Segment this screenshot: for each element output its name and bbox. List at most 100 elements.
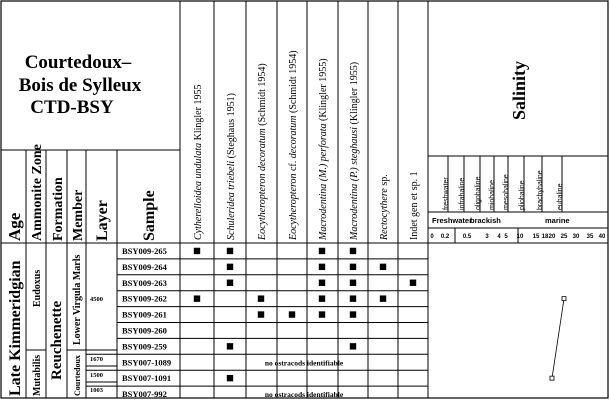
salinity-class-label: brachyhaline [537,170,544,210]
salinity-point [549,375,555,381]
ammonite-zone-header: Ammonite Zone [30,144,45,241]
species-header: Eocytheropteron decoratum (Schmidt 1954) [257,63,268,241]
salinity-group-label: Freshwater [432,216,472,225]
presence-marker [349,263,357,271]
presence-marker [379,263,387,271]
salinity-curve [549,296,567,381]
zone-eudoxus-label: Eudoxus [32,270,43,307]
salinity-point [561,296,567,302]
species-epithet: decoratum [288,115,299,158]
presence-marker [257,311,265,318]
sample-id: BSY009-260 [122,325,167,335]
sample-id: BSY009-263 [122,278,167,288]
presence-marker [226,374,234,382]
species-author: (Steghaus 1951) [226,93,237,161]
row-note: no ostracods identifiable [265,358,344,367]
layer-value: 1500 [90,372,103,379]
salinity-tick-label: 15 [533,234,540,240]
presence-marker [318,311,326,318]
species-genus: Eocytheropteron decoratum [257,128,268,241]
sample-id: BSY007-1089 [122,357,171,367]
presence-marker [318,295,326,302]
salinity-class-labels: freshwater infrahaline oligohaline miohalin… [432,156,570,225]
salinity-tick-label: 35 [587,234,594,240]
sample-id: BSY009-265 [122,246,167,256]
salinity-class-label: miohaline [489,180,496,210]
sample-id: BSY007-992 [122,389,167,399]
species-author: Klingler 1955 [193,85,204,143]
layer-value: 1670 [90,356,103,363]
formation-header: Formation [51,177,66,241]
species-header: Rectocythere sp. [379,174,390,241]
salinity-class-label: infrahaline [459,178,466,210]
species-header: Schuleridea triebeli (Steghaus 1951) [226,93,237,240]
salinity-tick-label: 10 [517,234,524,240]
sample-header: Sample [141,190,158,241]
layer-value: 1003 [90,387,104,394]
presence-marker [409,279,417,286]
salinity-tick-label: 40 [599,234,606,240]
title-line-3: CTD-BSY [30,97,114,118]
salinity-tick-label: 0 [430,234,434,240]
layer-value: 4500 [90,296,103,303]
salinity-tick-label: 5 [504,234,508,240]
species-headers: Cytherelloidea undulata Klingler 1955 Sch… [193,50,420,241]
salinity-class-label: euhaline [557,183,564,210]
species-genus: Macrodentina (P.) steghausi [349,127,360,241]
sample-id: BSY009-262 [122,294,167,304]
presence-marker [288,311,296,318]
salinity-group-label: brackish [470,216,501,225]
row-note: no ostracods identifiable [265,390,344,399]
age-header: Age [5,212,24,241]
age-label: Late Kimmeridgian [7,260,24,396]
species-header: Macrodentina (P.) steghausi (Klingler 19… [349,62,360,241]
presence-marker [226,343,234,350]
presence-marker [257,295,265,302]
salinity-class-label: mesohaline [503,174,510,210]
species-author: sp. [379,174,390,188]
sample-id: BSY009-264 [122,262,168,272]
species-author: (Schmidt 1954) [288,50,299,115]
salinity-tick-label: 18 [542,234,549,240]
column-headers: Age [5,212,24,241]
presence-marker [193,295,201,302]
species-header: Indet gen et sp. 1 [409,171,420,240]
presence-marker [349,247,357,255]
presence-marker [349,295,357,302]
title-line-2: Bois de Sylleux [19,75,142,96]
stratigraphy-labels: Late Kimmeridgian Eudoxus Mutabilis Reuc… [7,255,83,396]
presence-marker [349,311,357,318]
presence-marker [226,279,234,286]
species-header: Eocytheropteron cf. decoratum (Schmidt 1… [288,50,299,241]
presence-marker [193,247,201,255]
species-author: (Schmidt 1954) [257,63,268,128]
species-header: Macrodentina (M.) perforata (Klingler 19… [318,58,329,241]
species-genus: Cytherelloidea undulata [193,143,204,240]
salinity-line [551,298,565,379]
sample-rows: BSY009-265 BSY009-264 BSY009-263 BSY009-262… [86,246,428,399]
layer-header: Layer [94,200,111,241]
species-genus: Rectocythere [379,188,390,241]
site-title: Courtedoux– Bois de Sylleux CTD-BSY [19,52,142,118]
salinity-tick-label: 0.5 [463,234,472,240]
zone-mutabilis-label: Mutabilis [32,355,43,396]
presence-marker [318,263,326,271]
species-author: (Klingler 1955) [318,58,329,123]
member-upper-label: Lower Virgula Marls [72,255,83,345]
presence-marker [379,295,387,302]
salinity-class-label: pliohaline [519,180,526,210]
title-line-1: Courtedoux– [25,52,132,73]
sample-id: BSY009-259 [122,341,167,351]
salinity-class-label: oligohaline [475,176,482,210]
species-author: (Klingler 1955) [349,62,360,127]
presence-marker [318,247,326,255]
presence-marker [226,263,234,271]
species-genus: Macrodentina (M.) perforata [318,123,329,241]
salinity-tick-label: 30 [573,234,580,240]
salinity-class-label: freshwater [443,177,450,210]
presence-marker [349,343,357,350]
member-header: Member [71,190,86,241]
presence-marker [349,279,357,286]
salinity-tick-label: 25 [561,234,568,240]
